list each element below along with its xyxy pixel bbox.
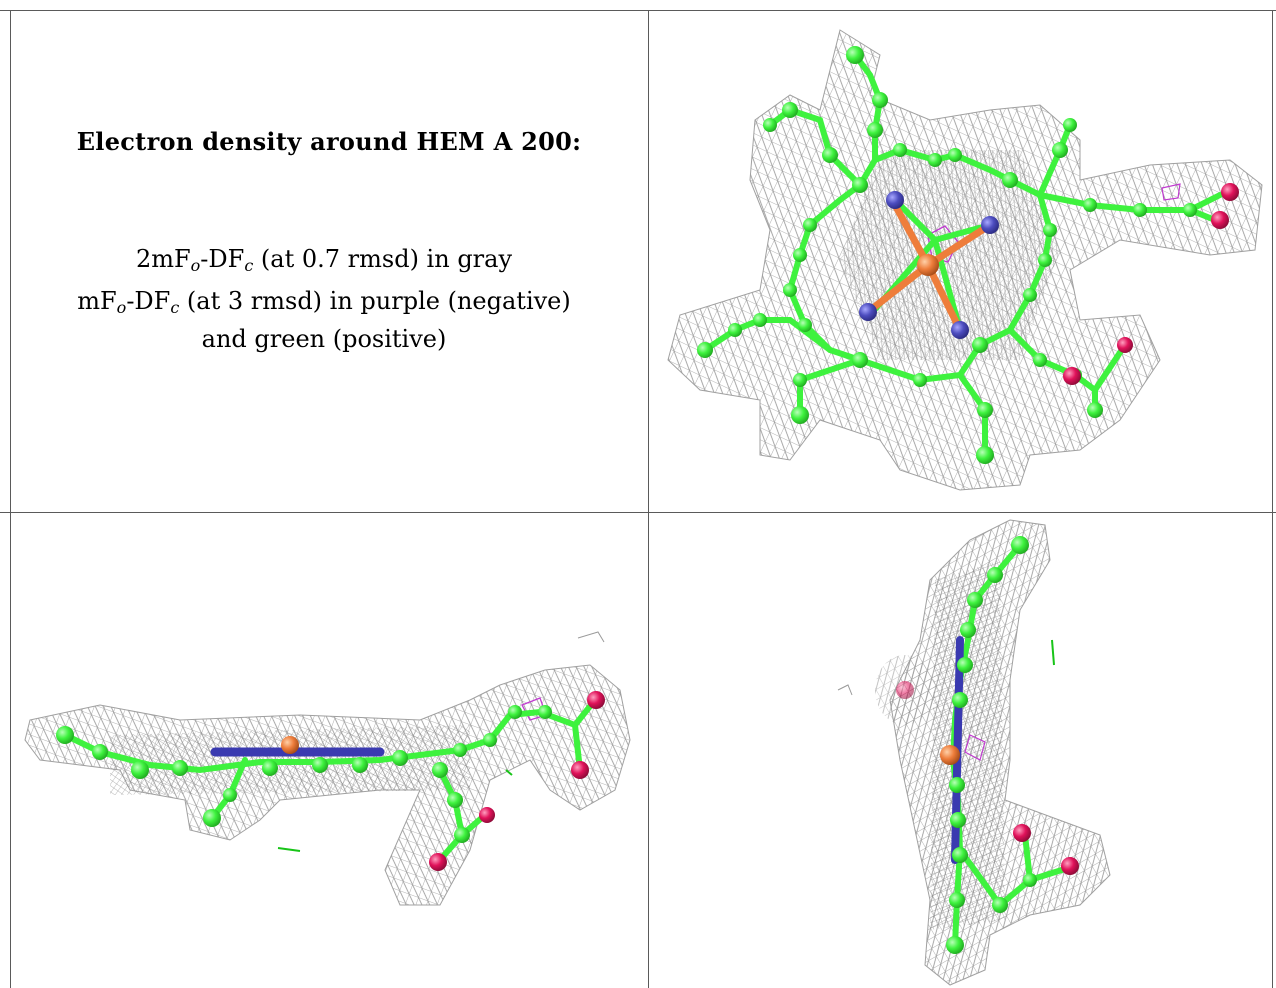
table-border-right bbox=[1272, 10, 1273, 988]
line2-post: (at 3 rmsd) in purple (negative) bbox=[179, 287, 571, 315]
density-view-top bbox=[650, 12, 1276, 512]
caption-line-2fo-fc: 2mFo-DFc (at 0.7 rmsd) in gray bbox=[0, 245, 648, 275]
caption-cell: Electron density around HEM A 200: 2mFo-… bbox=[0, 0, 648, 512]
line2-sub-c: c bbox=[170, 298, 180, 317]
heme-side-view-image bbox=[24, 631, 631, 906]
line1-post: (at 0.7 rmsd) in gray bbox=[253, 245, 513, 273]
line1-sub-o: o bbox=[190, 256, 201, 275]
table-divider-vertical bbox=[648, 10, 649, 988]
caption-title: Electron density around HEM A 200: bbox=[76, 127, 582, 156]
table-divider-horizontal bbox=[0, 512, 1276, 513]
line2-sub-o: o bbox=[116, 298, 127, 317]
table-border-left bbox=[10, 10, 11, 988]
line1-sub-c: c bbox=[244, 256, 254, 275]
line1-pre: 2mF bbox=[135, 245, 191, 273]
caption-line-positive: and green (positive) bbox=[201, 325, 447, 353]
density-view-bottom-right bbox=[650, 515, 1276, 988]
heme-face-view-image bbox=[667, 29, 1263, 491]
caption-line-fo-fc: mFo-DFc (at 3 rmsd) in purple (negative) bbox=[0, 287, 648, 317]
line2-pre: mF bbox=[77, 287, 117, 315]
line1-mid: -DF bbox=[200, 245, 245, 273]
table-border-top bbox=[0, 10, 1276, 11]
line2-mid: -DF bbox=[126, 287, 171, 315]
density-view-bottom-left bbox=[0, 515, 648, 988]
heme-edge-view-image bbox=[837, 519, 1111, 986]
